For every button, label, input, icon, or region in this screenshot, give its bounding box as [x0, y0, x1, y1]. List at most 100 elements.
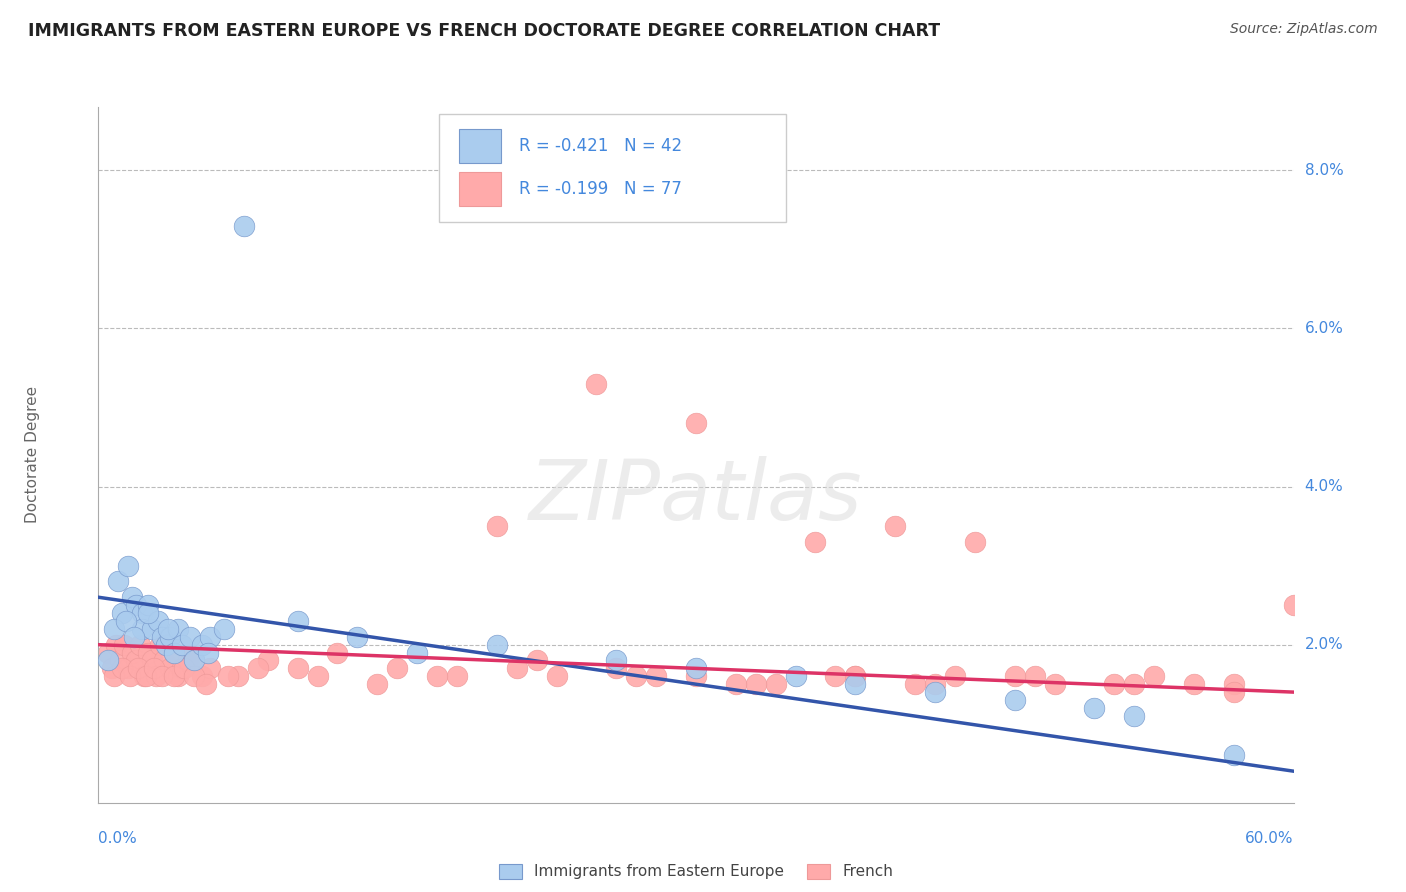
Point	[134, 669, 156, 683]
Point	[179, 630, 201, 644]
Point	[943, 669, 966, 683]
Text: R = -0.421   N = 42: R = -0.421 N = 42	[519, 137, 682, 155]
Point	[624, 669, 647, 683]
Text: 0.0%: 0.0%	[98, 830, 138, 846]
Point	[256, 653, 278, 667]
Point	[1222, 685, 1246, 699]
Point	[287, 614, 309, 628]
Point	[115, 614, 138, 628]
Point	[163, 646, 186, 660]
Point	[145, 669, 167, 683]
Point	[110, 653, 132, 667]
FancyBboxPatch shape	[439, 114, 786, 222]
Point	[366, 677, 388, 691]
Point	[177, 653, 200, 667]
Point	[150, 669, 173, 683]
Point	[1123, 677, 1146, 691]
Point	[526, 653, 548, 667]
Point	[745, 677, 768, 691]
Point	[150, 630, 173, 644]
Point	[1024, 669, 1046, 683]
Point	[307, 669, 329, 683]
Point	[1004, 693, 1026, 707]
FancyBboxPatch shape	[460, 129, 501, 162]
Point	[153, 653, 176, 667]
Point	[101, 661, 124, 675]
Point	[103, 622, 125, 636]
Point	[149, 638, 172, 652]
Text: IMMIGRANTS FROM EASTERN EUROPE VS FRENCH DOCTORATE DEGREE CORRELATION CHART: IMMIGRANTS FROM EASTERN EUROPE VS FRENCH…	[28, 22, 941, 40]
Point	[172, 638, 194, 652]
Point	[112, 638, 135, 652]
Point	[155, 638, 177, 652]
Point	[135, 669, 157, 683]
Point	[141, 653, 163, 667]
Point	[159, 630, 181, 644]
Point	[1143, 669, 1166, 683]
Point	[785, 669, 807, 683]
Point	[183, 653, 205, 667]
Point	[924, 677, 946, 691]
Point	[1004, 669, 1026, 683]
Text: 8.0%: 8.0%	[1305, 163, 1343, 178]
Point	[1123, 708, 1146, 723]
Point	[105, 638, 128, 652]
Point	[191, 669, 214, 683]
Point	[131, 622, 153, 636]
Point	[172, 661, 194, 675]
Point	[485, 638, 508, 652]
Point	[605, 661, 627, 675]
Text: Source: ZipAtlas.com: Source: ZipAtlas.com	[1230, 22, 1378, 37]
Text: 2.0%: 2.0%	[1305, 637, 1343, 652]
Point	[197, 646, 219, 660]
Point	[884, 519, 907, 533]
Point	[446, 669, 468, 683]
Text: Doctorate Degree: Doctorate Degree	[25, 386, 41, 524]
Point	[117, 558, 139, 573]
Point	[287, 661, 309, 675]
Point	[924, 685, 946, 699]
Point	[685, 661, 707, 675]
Point	[1182, 677, 1205, 691]
Point	[226, 669, 249, 683]
Point	[159, 661, 181, 675]
Point	[685, 669, 707, 683]
Point	[97, 646, 120, 660]
Point	[685, 417, 707, 431]
Point	[385, 661, 409, 675]
Point	[198, 661, 221, 675]
Point	[107, 574, 129, 589]
Text: 4.0%: 4.0%	[1305, 479, 1343, 494]
Point	[173, 661, 195, 675]
Point	[183, 669, 205, 683]
Point	[121, 646, 143, 660]
Point	[217, 669, 239, 683]
Text: R = -0.199   N = 77: R = -0.199 N = 77	[519, 180, 682, 198]
Point	[1282, 598, 1305, 612]
Point	[167, 622, 190, 636]
Point	[131, 606, 153, 620]
Point	[326, 646, 349, 660]
Point	[194, 677, 218, 691]
Point	[103, 669, 125, 683]
Point	[506, 661, 529, 675]
Point	[605, 653, 627, 667]
Point	[163, 669, 186, 683]
Point	[167, 669, 190, 683]
Point	[157, 622, 180, 636]
Point	[804, 534, 827, 549]
Point	[121, 591, 143, 605]
Point	[124, 630, 146, 644]
Point	[844, 677, 866, 691]
Point	[125, 653, 148, 667]
Point	[406, 646, 429, 660]
Point	[246, 661, 269, 675]
Point	[198, 630, 221, 644]
Point	[141, 622, 163, 636]
Point	[232, 219, 254, 233]
Point	[127, 661, 149, 675]
Point	[136, 646, 159, 660]
Point	[765, 677, 787, 691]
Point	[191, 638, 214, 652]
Point	[426, 669, 449, 683]
